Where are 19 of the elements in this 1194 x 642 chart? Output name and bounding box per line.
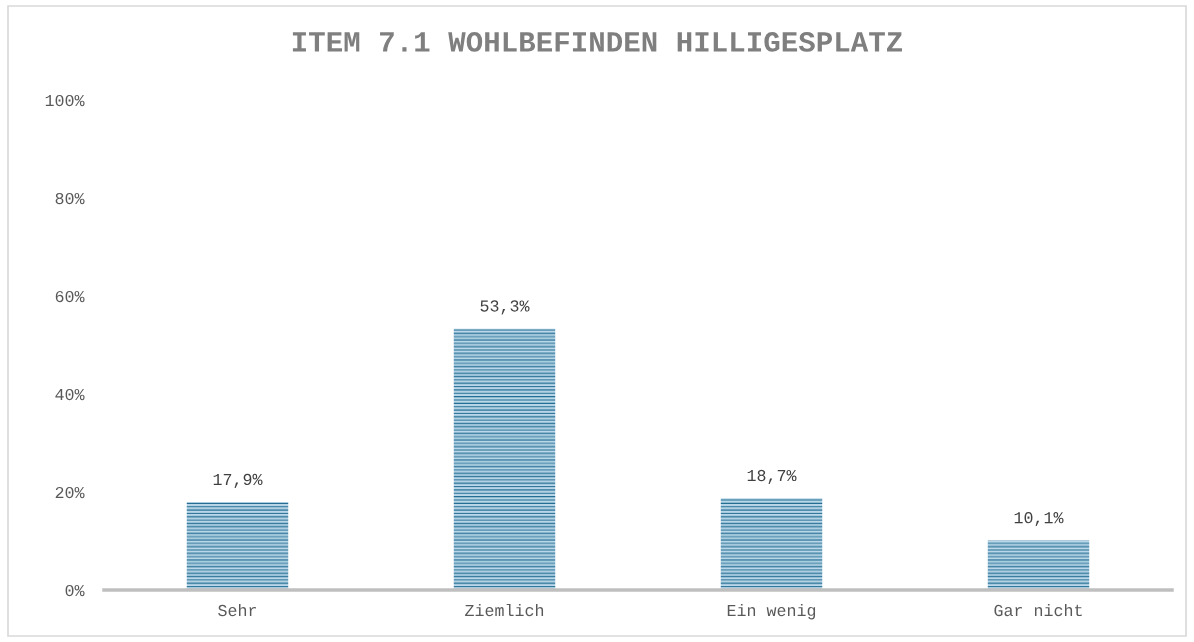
data-label: 17,9%: [213, 473, 263, 488]
x-tick-label: Ein wenig: [727, 603, 816, 620]
data-label: 18,7%: [747, 469, 797, 484]
bar: [186, 502, 289, 590]
y-tick-label: 40%: [55, 388, 85, 401]
data-label: 53,3%: [480, 300, 530, 315]
y-tick-label: 0%: [65, 584, 85, 597]
data-label: 10,1%: [1014, 512, 1064, 527]
bar: [453, 328, 556, 590]
x-tick-label: Sehr: [218, 603, 256, 617]
y-tick-label: 60%: [55, 290, 85, 303]
x-tick-label: Ziemlich: [465, 603, 544, 617]
bar: [987, 540, 1090, 590]
chart-title: ITEM 7.1 WOHLBEFINDEN HILLIGESPLATZ: [292, 32, 902, 52]
x-tick-label: Gar nicht: [994, 603, 1082, 617]
bar: [720, 498, 823, 590]
y-tick-label: 80%: [55, 192, 85, 205]
y-tick-label: 100%: [45, 94, 85, 107]
y-tick-label: 20%: [55, 486, 85, 499]
